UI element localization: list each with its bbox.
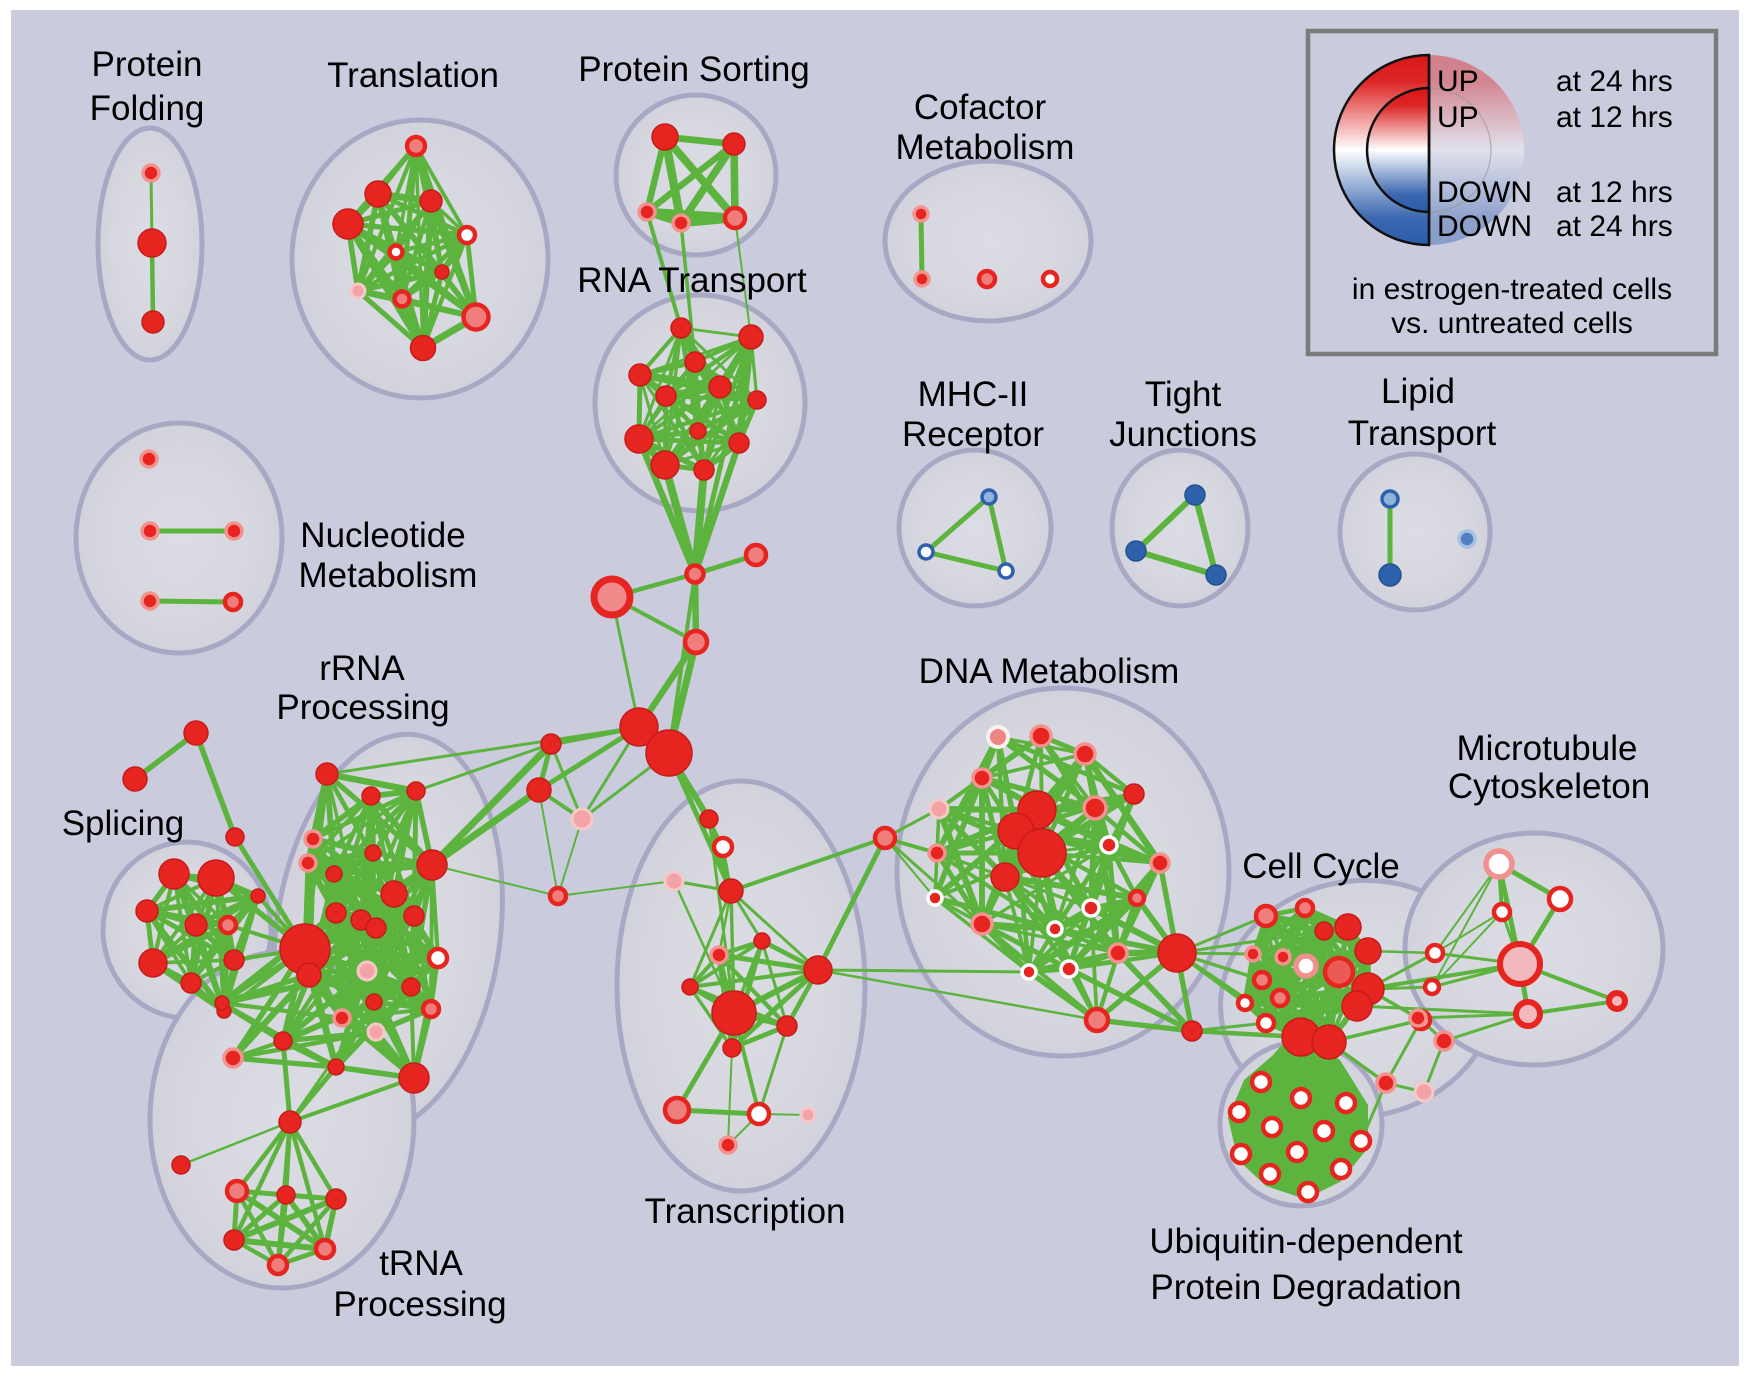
svg-text:Cytoskeleton: Cytoskeleton <box>1448 767 1650 806</box>
svg-text:Junctions: Junctions <box>1109 415 1257 454</box>
svg-text:Protein Degradation: Protein Degradation <box>1150 1268 1461 1307</box>
svg-text:at 24 hrs: at 24 hrs <box>1556 65 1673 98</box>
svg-text:MHC-II: MHC-II <box>918 375 1029 414</box>
svg-text:Metabolism: Metabolism <box>299 556 478 595</box>
svg-text:DOWN: DOWN <box>1437 176 1532 209</box>
svg-text:Translation: Translation <box>327 56 499 95</box>
svg-text:at 12 hrs: at 12 hrs <box>1556 101 1673 134</box>
svg-text:Transport: Transport <box>1348 414 1497 453</box>
svg-text:UP: UP <box>1437 65 1479 98</box>
svg-text:Protein: Protein <box>92 45 203 84</box>
svg-text:Lipid: Lipid <box>1381 372 1455 411</box>
svg-text:Ubiquitin-dependent: Ubiquitin-dependent <box>1149 1222 1463 1261</box>
svg-text:at 24 hrs: at 24 hrs <box>1556 210 1673 243</box>
svg-text:UP: UP <box>1437 101 1479 134</box>
svg-text:Cell Cycle: Cell Cycle <box>1242 847 1400 886</box>
svg-text:Splicing: Splicing <box>62 804 185 843</box>
svg-text:Receptor: Receptor <box>902 415 1044 454</box>
svg-text:Metabolism: Metabolism <box>896 128 1075 167</box>
svg-text:DOWN: DOWN <box>1437 210 1532 243</box>
svg-text:tRNA: tRNA <box>379 1244 463 1283</box>
svg-text:Folding: Folding <box>90 89 205 128</box>
svg-text:Tight: Tight <box>1145 375 1222 414</box>
svg-text:Transcription: Transcription <box>645 1192 846 1231</box>
svg-text:Processing: Processing <box>333 1285 506 1324</box>
svg-text:in estrogen-treated cells: in estrogen-treated cells <box>1352 273 1672 306</box>
svg-text:DNA Metabolism: DNA Metabolism <box>919 652 1180 691</box>
svg-text:Nucleotide: Nucleotide <box>300 516 465 555</box>
svg-text:Cofactor: Cofactor <box>914 88 1047 127</box>
svg-text:Microtubule: Microtubule <box>1457 729 1638 768</box>
svg-text:Processing: Processing <box>276 688 449 727</box>
svg-text:rRNA: rRNA <box>319 649 405 688</box>
svg-text:RNA Transport: RNA Transport <box>577 261 807 300</box>
svg-text:vs. untreated cells: vs. untreated cells <box>1391 307 1633 340</box>
svg-text:at 12 hrs: at 12 hrs <box>1556 176 1673 209</box>
svg-text:Protein Sorting: Protein Sorting <box>578 50 810 89</box>
